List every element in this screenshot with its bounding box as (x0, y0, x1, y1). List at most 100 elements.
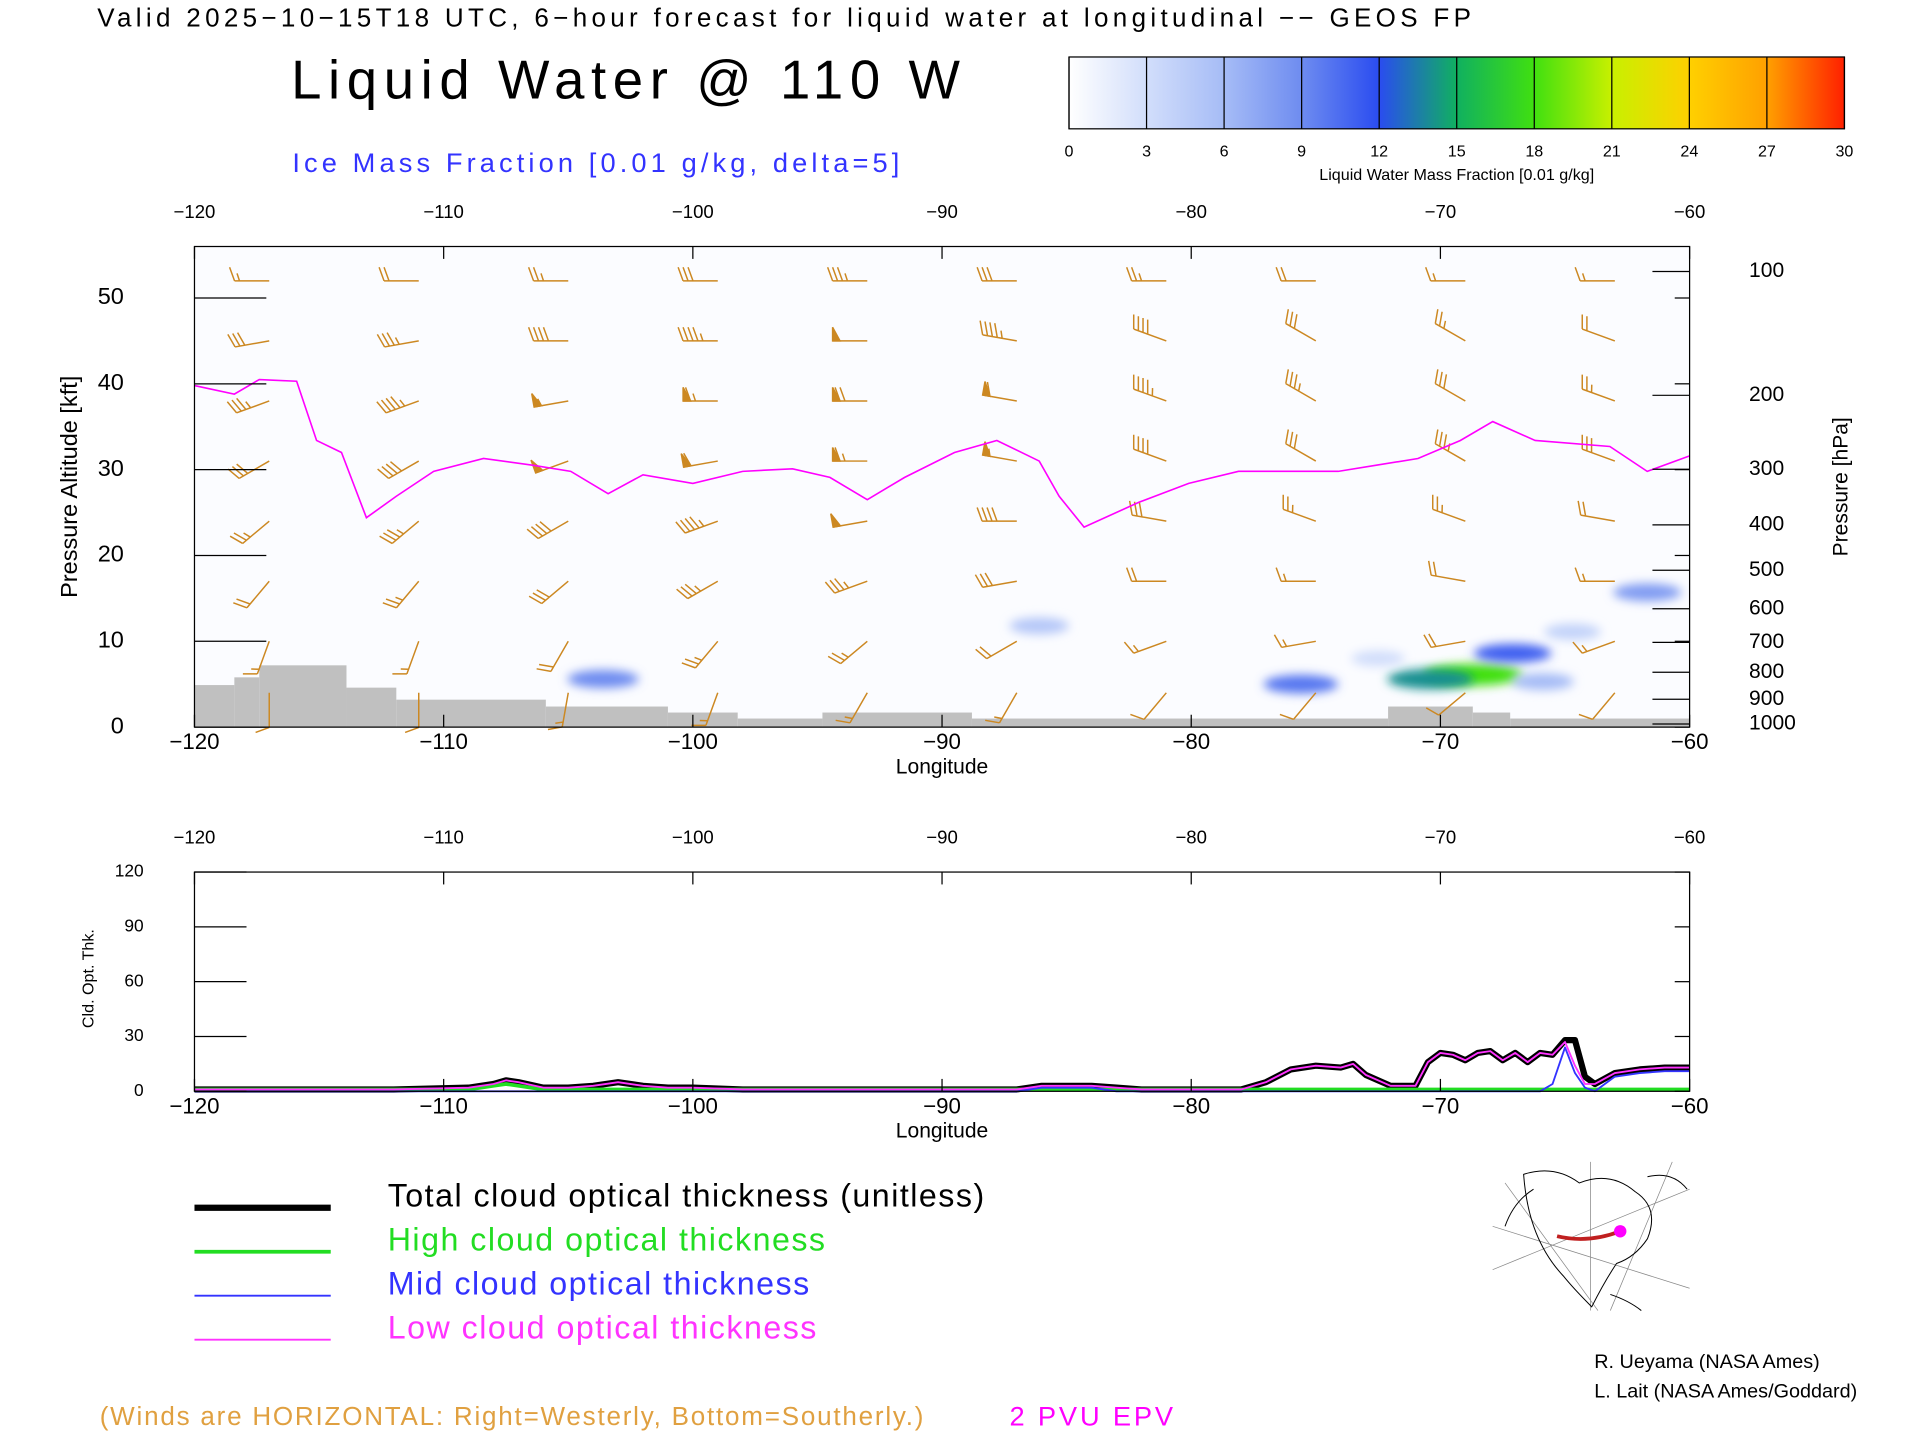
x-tick-label: −70 (1422, 729, 1460, 754)
terrain (1388, 706, 1473, 728)
wind-barb-staff (227, 332, 270, 348)
x-tick-label: −100 (668, 1093, 718, 1118)
wind-barb (527, 327, 569, 342)
wind-barb-staff (676, 580, 719, 600)
x-tick-label: −60 (1671, 729, 1709, 754)
terrain (234, 677, 260, 728)
wind-barb-staff (228, 266, 270, 282)
wind-barb (677, 327, 718, 342)
liquid-water-patch (1009, 617, 1069, 635)
wind-barb (233, 580, 270, 609)
wind-barb (682, 387, 718, 402)
colorbar-tick-label: 30 (1835, 143, 1853, 161)
y-axis-label: Pressure Altitude [kft] (56, 376, 82, 598)
wind-barb-staff (1125, 266, 1167, 282)
colorbar-tick-label: 9 (1297, 143, 1306, 161)
wind-barb-staff (1285, 369, 1317, 402)
wind-barb-pennant (831, 326, 842, 342)
wind-barb-staff (826, 266, 868, 282)
credit: R. Ueyama (NASA Ames) (1594, 1351, 1820, 1373)
x-tick-label-top: −100 (672, 201, 714, 222)
wind-barb (1423, 633, 1466, 649)
x-axis-label: Longitude (896, 1120, 988, 1143)
chart-title: Liquid Water @ 110 W (291, 50, 960, 111)
wind-barb-staff (1574, 266, 1615, 282)
y2-tick-label: 600 (1749, 596, 1784, 619)
wind-barb (1285, 369, 1317, 402)
terrain (737, 718, 823, 728)
colorbar-tick-label: 0 (1065, 143, 1074, 161)
terrain (259, 665, 347, 728)
wind-barb (536, 640, 569, 673)
wind-barb (1123, 640, 1167, 654)
y2-tick-label: 200 (1749, 383, 1784, 406)
wind-barb (379, 520, 420, 545)
wind-barb-staff (1572, 640, 1616, 654)
wind-barb-pennant (981, 381, 992, 398)
map-section-line (1556, 1229, 1621, 1241)
wind-barb (981, 381, 1017, 402)
wind-barb (1282, 494, 1317, 522)
wind-barb-staff (527, 266, 569, 282)
wind-barb-staff (835, 692, 868, 724)
wind-barb (975, 640, 1018, 660)
wind-barb-staff (1285, 309, 1317, 342)
wind-barb (677, 266, 718, 282)
y-tick-label: 120 (115, 861, 144, 881)
wind-barb (1132, 314, 1167, 342)
y2-tick-label: 500 (1749, 558, 1784, 581)
wind-barb (985, 692, 1018, 724)
wind-barb (1285, 429, 1317, 462)
y-tick-label: 0 (134, 1080, 144, 1100)
map-graticule (1492, 1161, 1690, 1311)
legend-label: High cloud optical thickness (388, 1221, 827, 1257)
wind-barb (528, 580, 569, 605)
wind-barb-staff (1279, 692, 1317, 721)
liquid-water-patch (1387, 669, 1474, 690)
y2-tick-label: 300 (1749, 457, 1784, 480)
y-tick-label: 60 (124, 970, 143, 990)
wind-barb (376, 396, 420, 414)
wind-barb-staff (376, 396, 420, 414)
wind-barb (1572, 640, 1616, 654)
wind-barb-pennant (830, 513, 842, 529)
wind-barb (981, 441, 1017, 462)
wind-barb (1125, 567, 1167, 582)
legend-label: Low cloud optical thickness (388, 1309, 818, 1345)
wind-barb (1574, 567, 1615, 582)
wind-barb-pennant (981, 441, 992, 458)
liquid-water-patch (567, 669, 639, 689)
wind-barbs (226, 266, 1616, 734)
wind-barb (1424, 266, 1466, 282)
x-tick-label: −90 (923, 1093, 961, 1118)
x-tick-label: −80 (1172, 1093, 1210, 1118)
wind-barb (831, 387, 868, 402)
wind-barb-staff (376, 332, 419, 348)
wind-barb-staff (677, 327, 718, 342)
terrain (346, 687, 397, 728)
x-tick-label: −110 (419, 729, 468, 754)
wind-barb-staff (1434, 369, 1466, 402)
wind-barb-staff (1574, 567, 1615, 582)
y2-tick-label: 1000 (1749, 712, 1796, 735)
terrain (545, 706, 668, 728)
wind-barb-staff (1423, 633, 1466, 649)
wind-barb (392, 641, 420, 675)
wind-barb-pennant (680, 453, 693, 468)
wind-barb (1132, 434, 1167, 462)
map-coast (1523, 1170, 1653, 1308)
wind-barb-staff (1581, 374, 1616, 402)
wind-barb-staff (1425, 692, 1466, 716)
wind-barb (531, 393, 569, 408)
y-axis-label: Cld. Opt. Thk. (79, 929, 97, 1028)
wind-barb-staff (979, 320, 1017, 342)
wind-barb (1434, 369, 1466, 402)
wind-barb (826, 266, 868, 282)
wind-barb-staff (1275, 567, 1316, 582)
wind-barb (1434, 429, 1466, 462)
wind-barb-staff (1581, 314, 1616, 342)
wind-barb-staff (1132, 434, 1167, 462)
x-tick-label-top: −110 (423, 201, 463, 222)
wind-barb (228, 266, 270, 282)
